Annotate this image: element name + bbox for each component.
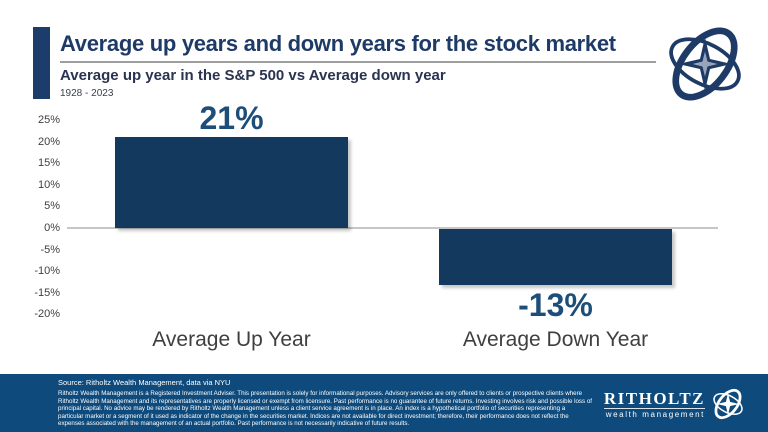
data-label: 21% xyxy=(199,100,264,137)
chart-subtitle: Average up year in the S&P 500 vs Averag… xyxy=(60,67,446,84)
ritholtz-compass-icon-footer xyxy=(710,385,746,423)
page-title: Average up years and down years for the … xyxy=(60,31,616,56)
y-axis-tick: 10% xyxy=(37,178,60,191)
category-label: Average Down Year xyxy=(462,328,649,351)
brand-tagline: wealth management xyxy=(603,407,705,419)
category-label: Average Up Year xyxy=(152,328,311,351)
data-label: -13% xyxy=(518,287,593,324)
y-axis-tick: -10% xyxy=(34,265,60,278)
y-axis-tick: 0% xyxy=(44,222,60,234)
y-axis-tick: 5% xyxy=(44,200,60,213)
ritholtz-compass-icon xyxy=(663,18,747,110)
y-axis-tick: -15% xyxy=(34,286,60,299)
title-accent-bar xyxy=(33,27,50,99)
y-axis-tick: -20% xyxy=(34,308,60,321)
title-divider xyxy=(60,61,656,63)
y-axis-tick: 20% xyxy=(37,135,60,148)
brand-name: RITHOLTZ xyxy=(603,388,705,408)
y-axis-tick: -5% xyxy=(40,243,60,256)
source-note: Source: Ritholtz Wealth Management, data… xyxy=(58,378,231,387)
bar-down xyxy=(439,229,672,286)
brand-wordmark: RITHOLTZ wealth management xyxy=(603,388,705,419)
y-axis-tick: 25% xyxy=(37,114,60,126)
x-axis-zero-line xyxy=(67,227,718,229)
bar-chart: 25% 20% 15% 10% 5% 0% -5% -10% -15% -20% 21% Avera… xyxy=(0,100,768,360)
y-axis-tick: 15% xyxy=(37,157,60,170)
disclaimer-text: Ritholtz Wealth Management is a Register… xyxy=(58,390,592,428)
footer-logo: RITHOLTZ wealth management xyxy=(603,385,746,423)
footer-disclaimer-band: Source: Ritholtz Wealth Management, data… xyxy=(0,374,768,432)
bar-up xyxy=(115,137,348,228)
date-range-label: 1928 - 2023 xyxy=(60,88,114,99)
